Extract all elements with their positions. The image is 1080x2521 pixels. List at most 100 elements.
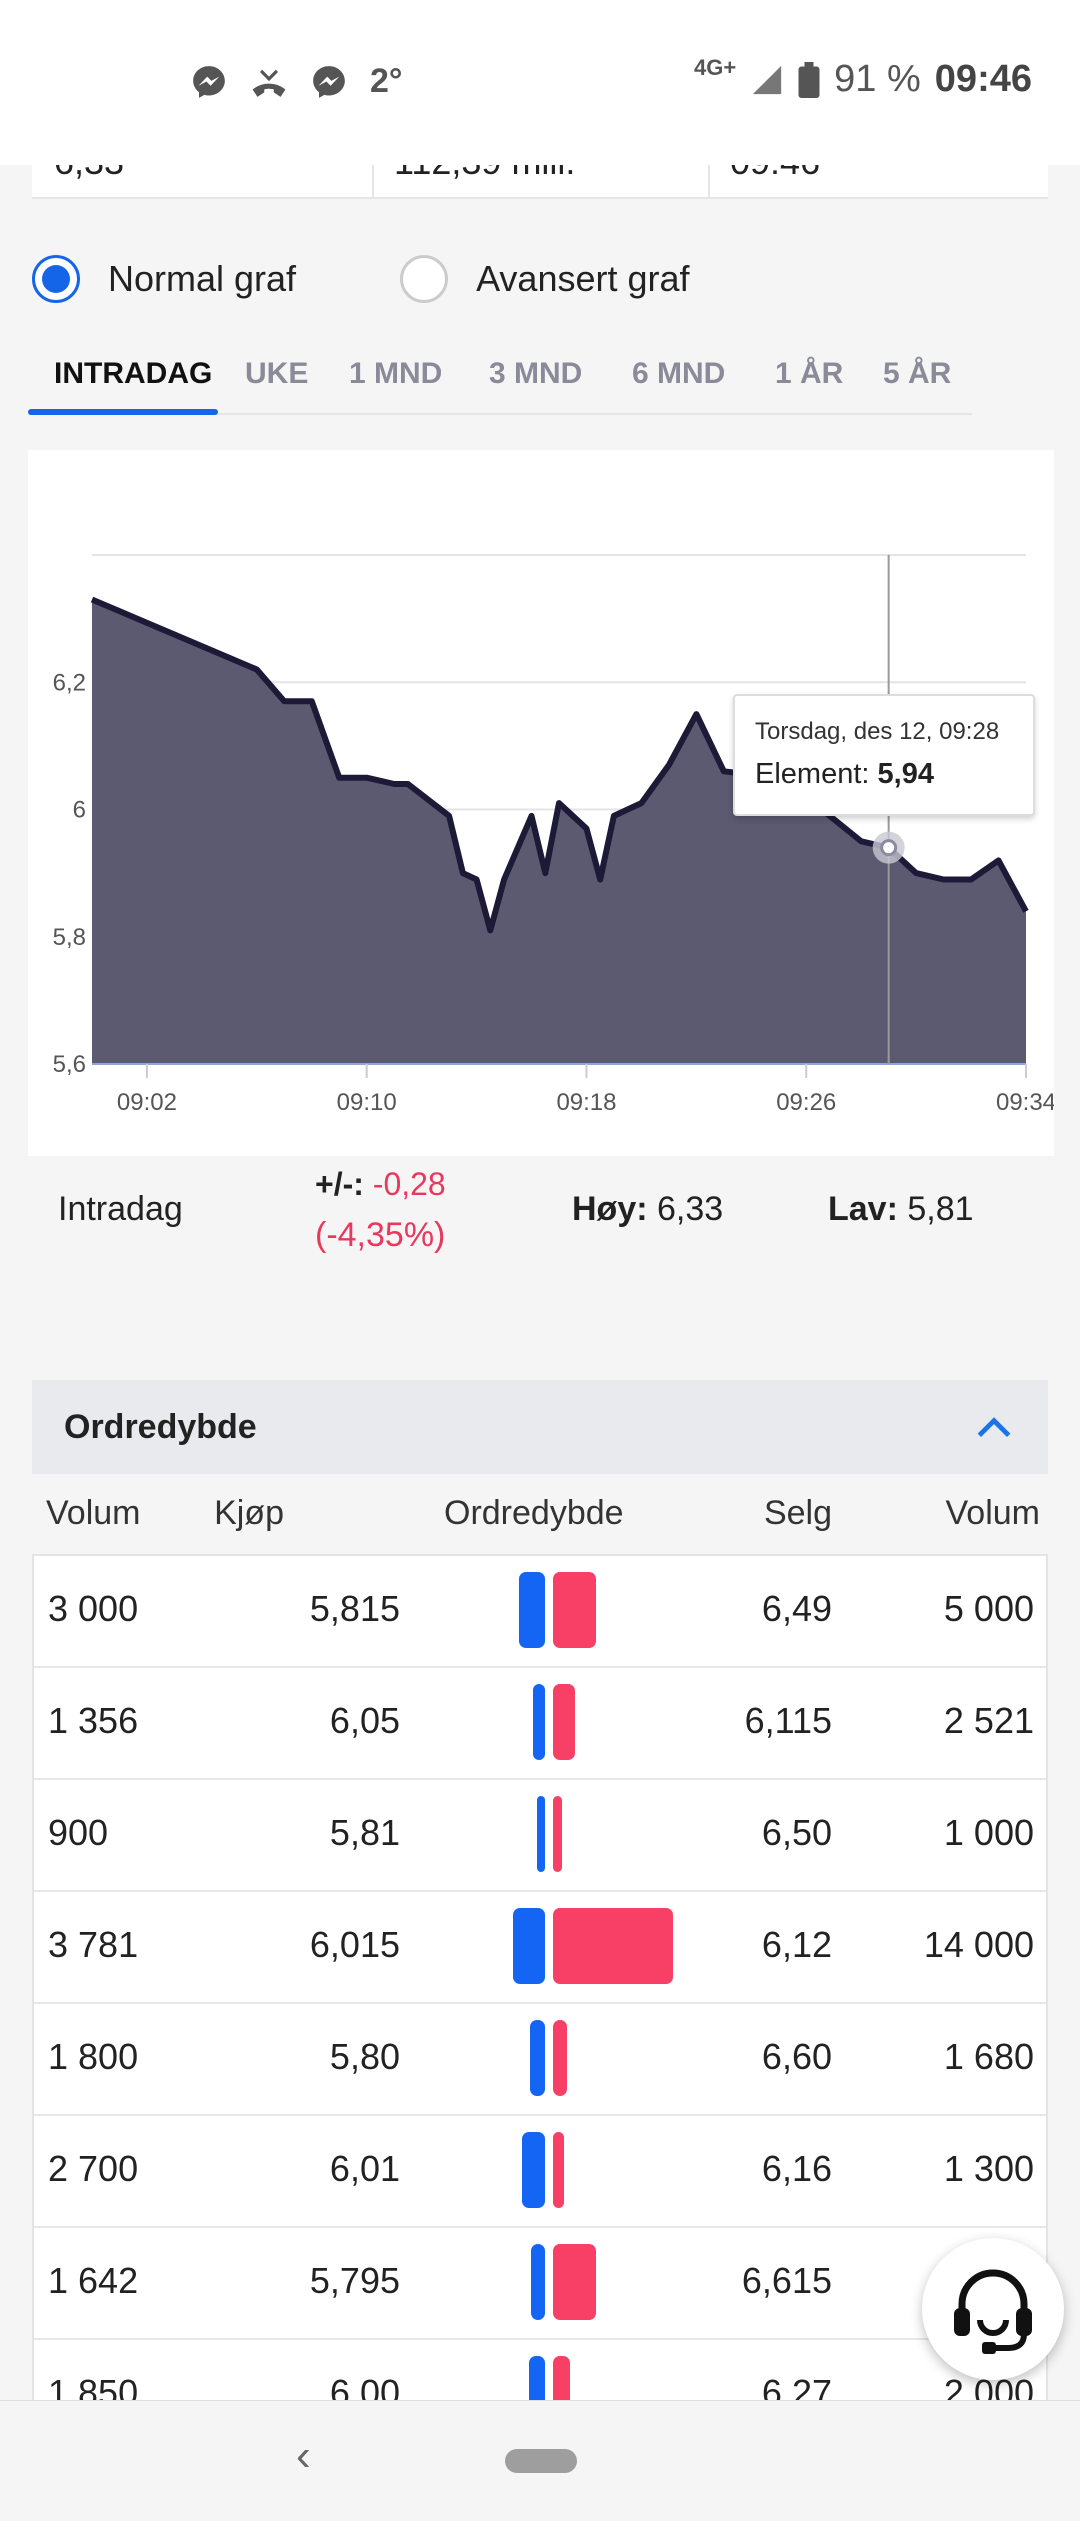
navigation-bar: ‹ bbox=[0, 2400, 1080, 2521]
tooltip-value: 5,94 bbox=[877, 758, 934, 790]
back-icon[interactable]: ‹ bbox=[296, 2431, 311, 2480]
table-row: 900 5,81 6,50 1 000 bbox=[34, 1780, 1046, 1892]
buy-volume-cell: 900 bbox=[48, 1812, 109, 1853]
normal-graph-option[interactable]: Normal graf bbox=[32, 255, 296, 303]
tooltip-label: Element: bbox=[755, 758, 870, 790]
normal-graph-label: Normal graf bbox=[108, 258, 297, 299]
buy-volume-cell: 1 800 bbox=[48, 2036, 139, 2077]
radio-advanced-graph[interactable] bbox=[400, 255, 449, 303]
chevron-up-icon[interactable] bbox=[972, 1406, 1016, 1450]
col-buy: Kjøp bbox=[214, 1494, 284, 1532]
sell-depth-bar bbox=[553, 2244, 596, 2320]
buy-price-cell: 6,05 bbox=[329, 1700, 400, 1741]
period-tabs: INTRADAG UKE 1 MND 3 MND 6 MND 1 ÅR 5 ÅR bbox=[28, 345, 972, 415]
update-time: 09:46 bbox=[730, 165, 820, 183]
col-buy-volume: Volum bbox=[46, 1494, 141, 1532]
advanced-graph-label: Avansert graf bbox=[476, 258, 690, 299]
table-row: 3 781 6,015 6,12 14 000 bbox=[34, 1892, 1046, 2004]
buy-depth-bar bbox=[530, 2244, 545, 2320]
clock: 09:46 bbox=[934, 58, 1032, 100]
sell-depth-bar bbox=[553, 2020, 568, 2096]
x-tick-label: 09:10 bbox=[337, 1089, 397, 1116]
sell-depth-bar bbox=[553, 1908, 673, 1984]
buy-volume-cell: 3 000 bbox=[48, 1588, 139, 1629]
sell-price-cell: 6,12 bbox=[761, 1924, 832, 1965]
col-sell-volume: Volum bbox=[945, 1494, 1041, 1532]
network-type: 4G+ bbox=[693, 54, 737, 80]
change-value: -0,28 bbox=[372, 1166, 446, 1202]
buy-price-cell: 5,81 bbox=[329, 1812, 400, 1853]
radio-normal-graph[interactable] bbox=[32, 255, 80, 303]
chart-tooltip: Torsdag, des 12, 09:28 Element: 5,94 bbox=[733, 694, 1035, 816]
graph-mode-selector: Normal graf Avansert graf bbox=[32, 255, 690, 303]
price-chart[interactable]: 5,6 5,8 6 6,2 09:02 09:10 09:18 09:26 09:34 Tors… bbox=[28, 450, 1056, 1156]
turnover: 112,39 mill. bbox=[394, 165, 575, 183]
support-button[interactable] bbox=[922, 2238, 1064, 2380]
sell-price-cell: 6,49 bbox=[761, 1588, 832, 1629]
buy-depth-bar bbox=[537, 1796, 545, 1872]
tab-uke[interactable]: UKE bbox=[245, 357, 309, 390]
home-pill[interactable] bbox=[505, 2449, 577, 2473]
buy-depth-bar bbox=[521, 2132, 545, 2208]
sell-price-cell: 6,16 bbox=[761, 2148, 832, 2189]
y-tick-label: 6,2 bbox=[53, 669, 86, 696]
buy-price-cell: 5,815 bbox=[309, 1588, 400, 1629]
col-depth: Ordredybde bbox=[444, 1494, 624, 1532]
buy-price-cell: 5,80 bbox=[329, 2036, 400, 2077]
buy-volume-cell: 1 356 bbox=[48, 1700, 139, 1741]
sell-price-cell: 6,60 bbox=[761, 2036, 832, 2077]
x-tick-label: 09:34 bbox=[996, 1089, 1054, 1116]
x-tick-label: 09:02 bbox=[117, 1089, 177, 1116]
y-tick-label: 5,8 bbox=[53, 924, 86, 951]
tab-6-mnd[interactable]: 6 MND bbox=[632, 357, 726, 390]
tab-3-mnd[interactable]: 3 MND bbox=[489, 357, 583, 390]
change-line: +/-: -0,28 bbox=[315, 1166, 446, 1203]
battery-percent: 91 % bbox=[834, 58, 921, 100]
price-area bbox=[92, 599, 1026, 1064]
buy-volume-cell: 2 700 bbox=[48, 2148, 139, 2189]
sell-volume-cell: 2 521 bbox=[943, 1700, 1034, 1741]
sell-depth-bar bbox=[553, 2132, 565, 2208]
x-tick-label: 09:18 bbox=[556, 1089, 616, 1116]
buy-depth-bar bbox=[529, 2020, 545, 2096]
order-depth-title: Ordredybde bbox=[64, 1408, 257, 1446]
high-line: Høy: 6,33 bbox=[572, 1190, 723, 1229]
buy-volume-cell: 1 642 bbox=[48, 2260, 139, 2301]
order-depth-header[interactable]: Ordredybde bbox=[32, 1380, 1048, 1474]
y-tick-label: 5,6 bbox=[53, 1051, 86, 1078]
col-sell: Selg bbox=[763, 1494, 832, 1532]
tooltip-value-line: Element: 5,94 bbox=[755, 758, 934, 791]
buy-price-cell: 6,015 bbox=[309, 1924, 400, 1965]
sell-volume-cell: 1 300 bbox=[943, 2148, 1034, 2189]
tab-1-ar[interactable]: 1 ÅR bbox=[775, 357, 844, 390]
high-label: Høy: bbox=[572, 1190, 648, 1228]
tab-intradag[interactable]: INTRADAG bbox=[54, 357, 213, 390]
temperature: 2° bbox=[370, 62, 403, 100]
low-label: Lav: bbox=[828, 1190, 898, 1228]
sell-volume-cell: 1 000 bbox=[943, 1812, 1034, 1853]
missed-call-icon bbox=[252, 69, 286, 97]
tooltip-date: Torsdag, des 12, 09:28 bbox=[755, 718, 1000, 745]
sell-volume-cell: 5 000 bbox=[943, 1588, 1034, 1629]
tab-5-ar[interactable]: 5 ÅR bbox=[883, 357, 952, 390]
sell-depth-bar bbox=[553, 1796, 562, 1872]
signal-icon bbox=[753, 65, 782, 94]
order-depth-table: 3 000 5,815 6,49 5 000 1 356 6,05 6,115 2 521 90… bbox=[32, 1554, 1048, 2452]
buy-volume-cell: 3 781 bbox=[48, 1924, 139, 1965]
order-depth-columns: Volum Kjøp Ordredybde Selg Volum bbox=[32, 1474, 1048, 1554]
sell-price-cell: 6,615 bbox=[741, 2260, 832, 2301]
chart-canvas[interactable]: 5,6 5,8 6 6,2 09:02 09:10 09:18 09:26 09:34 bbox=[28, 450, 1056, 1156]
change-label: +/-: bbox=[315, 1166, 364, 1202]
sell-price-cell: 6,50 bbox=[761, 1812, 832, 1853]
buy-depth-bar bbox=[533, 1684, 545, 1760]
active-tab-indicator bbox=[28, 409, 218, 415]
high-value: 6,33 bbox=[657, 1190, 724, 1228]
buy-depth-bar bbox=[512, 1908, 545, 1984]
tab-1-mnd[interactable]: 1 MND bbox=[349, 357, 443, 390]
table-row: 2 700 6,01 6,16 1 300 bbox=[34, 2116, 1046, 2228]
sell-depth-bar bbox=[553, 1572, 596, 1648]
messenger-icon bbox=[193, 65, 225, 98]
advanced-graph-option[interactable]: Avansert graf bbox=[400, 255, 690, 303]
x-tick-label: 09:26 bbox=[776, 1089, 836, 1116]
status-bar: 2° 4G+ 91 % 09:46 bbox=[0, 0, 1080, 165]
